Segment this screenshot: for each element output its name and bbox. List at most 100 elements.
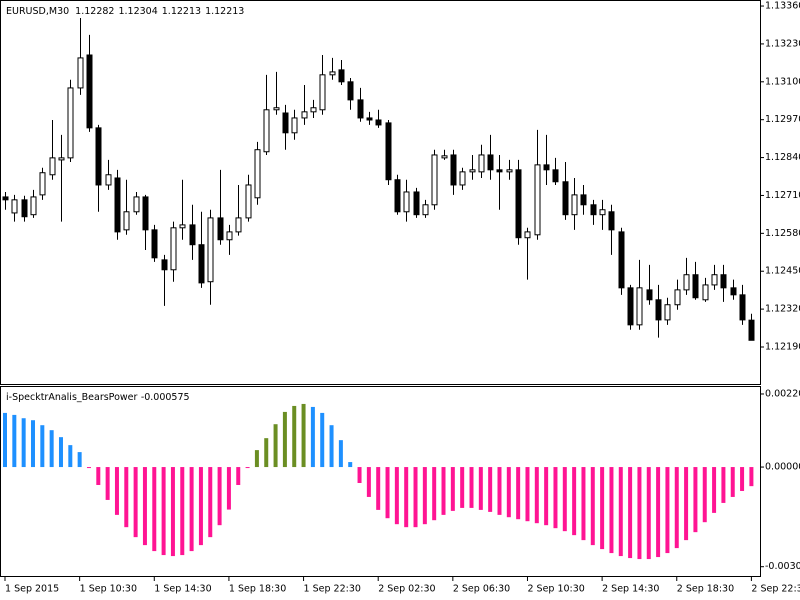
bar xyxy=(581,467,586,541)
candle-body xyxy=(459,171,466,186)
bar xyxy=(730,467,735,497)
bar xyxy=(124,467,129,528)
bar xyxy=(273,424,278,468)
indicator-name: i-SpecktrAnalis_BearsPower xyxy=(6,392,138,403)
candle-body xyxy=(562,181,569,216)
bar xyxy=(562,467,567,532)
x-tick-label: 2 Sep 02:30 xyxy=(378,584,435,595)
candle-body xyxy=(739,294,746,321)
low-value: 1.12213 xyxy=(162,6,201,17)
y-tick-label: 1.13100 xyxy=(765,76,800,87)
candle-body xyxy=(142,196,149,231)
open-value: 1.12282 xyxy=(75,6,114,17)
y-tick-label: 1.13360 xyxy=(765,1,800,12)
candle-body xyxy=(95,127,102,186)
bar xyxy=(413,467,418,528)
candle-body xyxy=(375,119,382,126)
bar xyxy=(553,467,558,529)
bar xyxy=(301,403,306,468)
candle-body xyxy=(310,107,317,113)
bar xyxy=(96,467,101,485)
bar xyxy=(320,412,325,468)
candle-body xyxy=(590,204,597,216)
bar xyxy=(628,467,633,559)
bar xyxy=(21,418,26,468)
y-tick-label: 1.12840 xyxy=(765,152,800,163)
candle-body xyxy=(291,117,298,134)
bar xyxy=(161,467,166,556)
candle-body xyxy=(478,154,485,173)
bar xyxy=(404,467,409,528)
y-tick-label: 1.13230 xyxy=(765,38,800,49)
bar xyxy=(86,467,91,469)
bar xyxy=(338,440,343,468)
candle-body xyxy=(496,169,503,173)
candle-body xyxy=(403,191,410,213)
candle-body xyxy=(618,231,625,289)
y-tick-label: 1.12320 xyxy=(765,304,800,315)
indicator-title: i-SpecktrAnalis_BearsPower -0.000575 xyxy=(6,392,190,403)
candle-body xyxy=(235,217,242,233)
candle-body xyxy=(469,169,476,173)
indicator-frame xyxy=(0,386,761,577)
bar xyxy=(740,467,745,491)
x-tick-label: 2 Sep 18:30 xyxy=(677,584,734,595)
candle-body xyxy=(49,157,56,176)
x-tick-label: 1 Sep 18:30 xyxy=(229,584,286,595)
bar xyxy=(469,467,474,508)
candle-body xyxy=(105,174,112,186)
bar xyxy=(30,420,35,468)
candle-body xyxy=(226,231,233,241)
bar xyxy=(170,467,175,557)
bar xyxy=(217,467,222,526)
y-tick-label: 0.00000 xyxy=(765,462,800,473)
symbol: EURUSD,M30 xyxy=(6,6,69,17)
candle-body xyxy=(301,111,308,119)
candle-body xyxy=(2,196,9,201)
main-frame xyxy=(0,0,761,385)
bar xyxy=(394,467,399,525)
candle-body xyxy=(487,154,494,171)
candle-body xyxy=(133,196,140,213)
bar xyxy=(236,467,241,485)
candle-body xyxy=(571,194,578,216)
bar xyxy=(114,467,119,515)
candle-body xyxy=(441,155,448,159)
bar xyxy=(600,467,605,550)
x-tick-label: 2 Sep 06:30 xyxy=(453,584,510,595)
bar xyxy=(198,467,203,546)
candle-body xyxy=(282,112,289,134)
candle-body xyxy=(385,122,392,181)
x-tick-label: 2 Sep 22:30 xyxy=(751,584,800,595)
bar xyxy=(142,467,147,546)
bar xyxy=(245,467,250,469)
candle-body xyxy=(580,194,587,206)
candle-body xyxy=(39,172,46,196)
candle-body xyxy=(123,211,130,231)
candle-body xyxy=(692,274,699,299)
candle-body xyxy=(366,117,373,121)
candle-body xyxy=(245,184,252,219)
candle-body xyxy=(207,217,214,283)
bar xyxy=(637,467,642,560)
candle-body xyxy=(329,71,336,76)
bar xyxy=(460,467,465,508)
high-value: 1.12304 xyxy=(118,6,157,17)
bar xyxy=(516,467,521,520)
candle-body xyxy=(151,229,158,259)
candle-body xyxy=(636,287,643,326)
bar xyxy=(497,467,502,515)
candle-body xyxy=(319,74,326,111)
bar xyxy=(376,467,381,510)
candle-body xyxy=(273,107,280,111)
candle-body xyxy=(217,217,224,241)
candle-body xyxy=(683,274,690,291)
candle-body xyxy=(347,81,354,101)
close-value: 1.12213 xyxy=(205,6,244,17)
candle-body xyxy=(627,287,634,326)
candle-body xyxy=(189,224,196,246)
candle-body xyxy=(170,227,177,271)
candle-body xyxy=(394,179,401,213)
bar xyxy=(525,467,530,522)
